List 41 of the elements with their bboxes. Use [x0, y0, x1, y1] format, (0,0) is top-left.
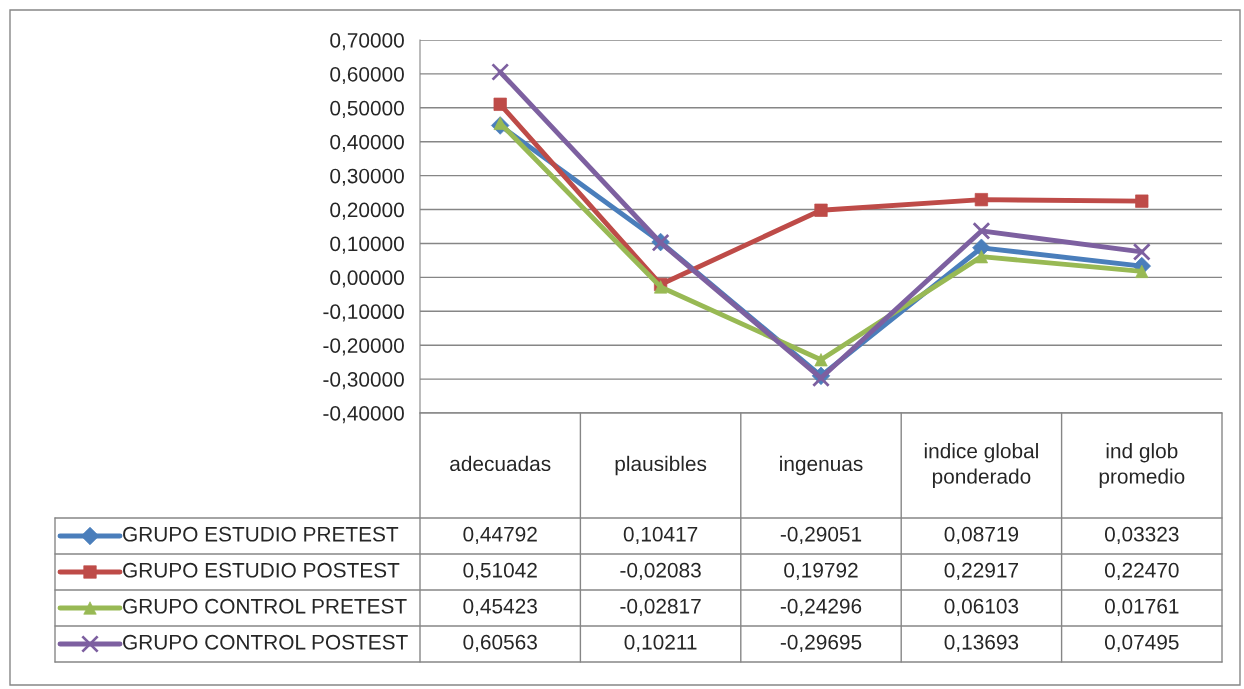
legend-label: GRUPO ESTUDIO POSTEST	[123, 562, 400, 578]
x-tick-label: ingenuas	[780, 455, 863, 476]
data-label: 0,60563	[463, 634, 537, 653]
data-label: 0,10417	[623, 526, 698, 545]
data-label: 0,22470	[1104, 562, 1179, 581]
y-tick-label: 0,50000	[330, 100, 404, 119]
data-label: 0,01761	[1104, 598, 1179, 617]
data-label: 0,44792	[463, 526, 537, 545]
x-tick-label: ind glob promedio	[1099, 443, 1185, 488]
data-label: 0,13693	[944, 634, 1019, 653]
data-label: 0,10211	[624, 634, 697, 653]
legend-label: GRUPO CONTROL POSTEST	[123, 634, 408, 650]
data-label: 0,19792	[784, 562, 858, 581]
y-tick-label: 0,10000	[330, 236, 404, 254]
y-tick-label: 0,40000	[330, 134, 404, 152]
y-tick-label: 0,20000	[330, 202, 404, 220]
legend-label: GRUPO CONTROL PRETEST	[123, 598, 407, 614]
data-label: -0,02817	[620, 598, 701, 617]
y-tick-label: -0,10000	[323, 304, 404, 322]
data-label: 0,45423	[463, 598, 537, 617]
legend-label: GRUPO ESTUDIO PRETEST	[123, 526, 399, 542]
x-tick-label: adecuadas	[450, 455, 551, 472]
data-label: 0,03323	[1104, 526, 1179, 545]
data-label: -0,02083	[620, 562, 701, 581]
x-tick-label: plausibles	[615, 455, 707, 476]
data-label: -0,29695	[780, 634, 862, 653]
data-label: -0,29051	[780, 526, 862, 545]
data-label: 0,07495	[1104, 634, 1179, 653]
y-tick-label: -0,20000	[323, 338, 404, 356]
y-tick-label: 0,30000	[330, 168, 404, 186]
data-label: 0,08719	[944, 526, 1019, 545]
y-tick-label: 0,00000	[330, 270, 404, 288]
data-label: -0,24296	[780, 598, 862, 617]
x-tick-label: indice global ponderado	[924, 443, 1038, 488]
y-tick-label: -0,40000	[323, 406, 404, 424]
data-label: 0,51042	[463, 562, 537, 581]
y-tick-label: 0,70000	[330, 33, 404, 51]
data-label: 0,06103	[944, 598, 1019, 617]
data-label: 0,22917	[944, 562, 1019, 581]
y-tick-label: -0,30000	[323, 372, 404, 390]
y-tick-label: 0,60000	[330, 66, 404, 85]
